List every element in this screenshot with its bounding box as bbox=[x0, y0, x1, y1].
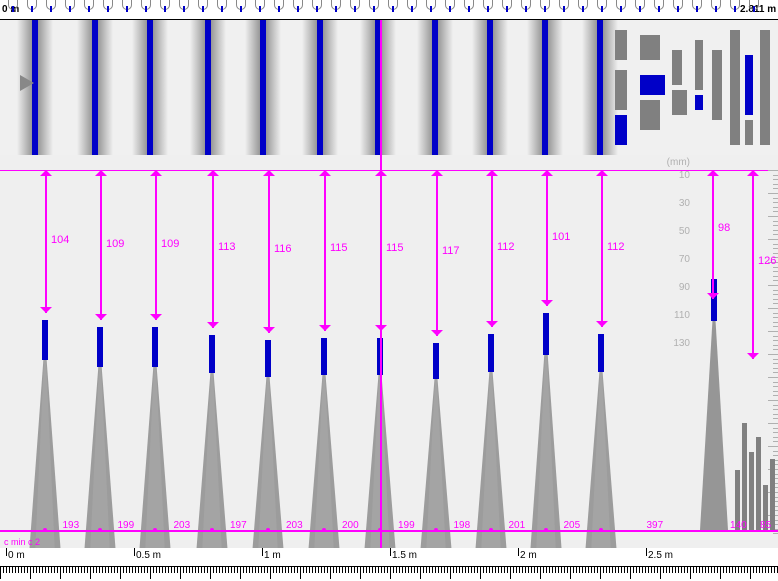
height-value: 112 bbox=[497, 241, 515, 253]
x-tick-major bbox=[390, 548, 391, 556]
depth-tick-label: 90 bbox=[679, 282, 690, 293]
depth-tick-label: 30 bbox=[679, 198, 690, 209]
depth-tick-label: 70 bbox=[679, 254, 690, 265]
trailing-bar bbox=[742, 423, 747, 530]
peak-shape bbox=[135, 317, 175, 555]
x-tick-major bbox=[646, 548, 647, 556]
x-tick-label: 2.5 m bbox=[648, 550, 673, 561]
height-value: 116 bbox=[274, 243, 292, 255]
profile-panel: 104 109 109 113 116 115 115 bbox=[0, 155, 778, 555]
x-tick-major bbox=[262, 548, 263, 556]
depth-unit-label: (mm) bbox=[667, 157, 690, 168]
height-arrow bbox=[155, 170, 157, 320]
playhead-line[interactable] bbox=[380, 20, 382, 155]
x-tick-major bbox=[6, 548, 7, 556]
bscan-band bbox=[245, 20, 281, 155]
bscan-band bbox=[472, 20, 508, 155]
x-tick-major bbox=[518, 548, 519, 556]
x-tick-label: 2 m bbox=[520, 550, 537, 561]
far-height-value: 98 bbox=[718, 222, 730, 234]
height-value: 109 bbox=[106, 238, 124, 250]
bottom-ruler-band bbox=[0, 566, 778, 580]
top-scale-ruler: 0 m 2.811 m bbox=[0, 0, 778, 20]
peak-shape bbox=[416, 333, 456, 555]
cursor-triangle-icon[interactable] bbox=[20, 75, 34, 91]
x-tick-label: 1 m bbox=[264, 550, 281, 561]
height-arrow bbox=[546, 170, 548, 306]
peak-shape bbox=[581, 324, 621, 555]
peak-shape bbox=[471, 324, 511, 555]
height-value: 112 bbox=[607, 241, 625, 253]
x-tick-major bbox=[134, 548, 135, 556]
depth-tick-label: 130 bbox=[673, 338, 690, 349]
top-reference-line bbox=[0, 170, 778, 171]
bscan-band bbox=[527, 20, 563, 155]
height-value: 104 bbox=[51, 234, 69, 246]
height-value: 101 bbox=[552, 231, 570, 243]
bscan-band bbox=[77, 20, 113, 155]
height-arrow bbox=[212, 170, 214, 328]
height-value: 117 bbox=[442, 245, 460, 257]
height-arrow bbox=[268, 170, 270, 333]
peak-shape bbox=[304, 328, 344, 555]
far-height-arrow-2 bbox=[752, 170, 754, 359]
far-peak-shape bbox=[694, 271, 734, 530]
trailing-bar bbox=[749, 452, 754, 530]
x-tick-label: 0.5 m bbox=[136, 550, 161, 561]
bscan-panel bbox=[0, 20, 778, 155]
bscan-band bbox=[417, 20, 453, 155]
height-value: 115 bbox=[386, 242, 404, 254]
depth-tick-label: 50 bbox=[679, 226, 690, 237]
bscan-band bbox=[132, 20, 168, 155]
far-height-arrow bbox=[712, 170, 714, 299]
corner-labels: c min c 2 bbox=[4, 537, 40, 547]
x-axis: 0 m 0.5 m 1 m 1.5 m 2 m 2.5 m bbox=[0, 548, 778, 581]
height-arrow bbox=[45, 170, 47, 313]
bscan-band bbox=[582, 20, 618, 155]
peak-shape bbox=[248, 330, 288, 555]
peak-shape bbox=[526, 303, 566, 555]
bscan-band bbox=[190, 20, 226, 155]
height-arrow bbox=[100, 170, 102, 320]
bscan-band bbox=[302, 20, 338, 155]
x-tick-label: 0 m bbox=[8, 550, 25, 561]
height-value: 109 bbox=[161, 238, 179, 250]
x-tick-label: 1.5 m bbox=[392, 550, 417, 561]
depth-tick-label: 10 bbox=[679, 170, 690, 181]
height-arrow bbox=[601, 170, 603, 327]
peak-shape bbox=[80, 317, 120, 555]
depth-tick-label: 110 bbox=[674, 310, 690, 321]
height-arrow bbox=[491, 170, 493, 327]
height-value: 115 bbox=[330, 242, 348, 254]
peak-shape bbox=[25, 310, 65, 555]
bscan-band bbox=[360, 20, 396, 155]
trailing-bar bbox=[756, 437, 761, 530]
far-height-value-2: 126 bbox=[758, 255, 776, 267]
peak-shape bbox=[192, 325, 232, 555]
height-arrow bbox=[324, 170, 326, 331]
height-arrow bbox=[436, 170, 438, 336]
height-value: 113 bbox=[218, 241, 236, 253]
playhead-line-profile[interactable] bbox=[380, 155, 382, 555]
